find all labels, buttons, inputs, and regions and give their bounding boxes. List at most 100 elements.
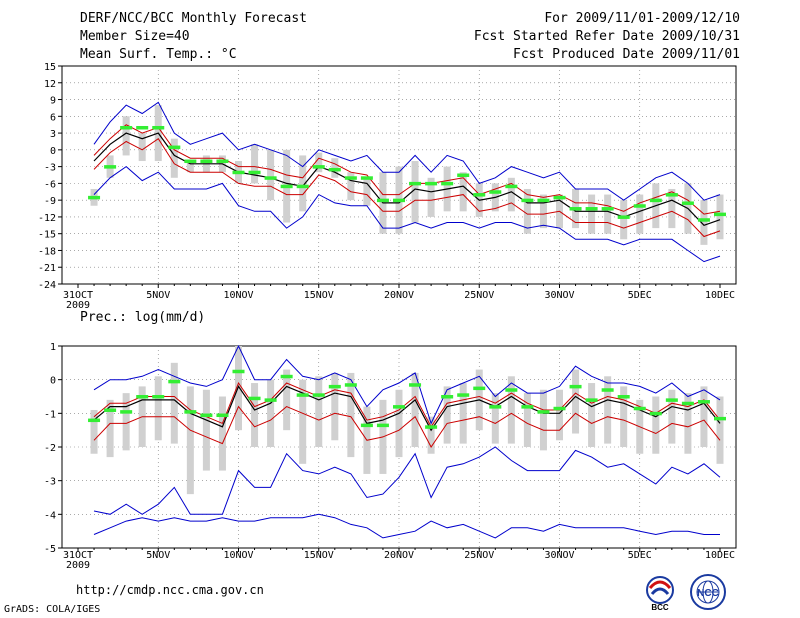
x-year-label: 2009 [66,300,90,311]
y-tick-label: -5 [44,544,56,555]
series-line-upper [93,124,721,215]
observation-marker [714,212,726,217]
x-tick-label: 15NOV [304,550,334,561]
range-bar [636,194,644,234]
observation-marker [200,159,213,164]
observation-marker [569,384,582,389]
observation-marker [88,195,101,200]
range-bar [620,200,628,240]
observation-marker [344,383,357,387]
range-bar [523,393,531,447]
observation-marker [569,207,582,211]
observation-marker [457,173,470,177]
observation-marker [697,400,710,404]
observation-marker [505,388,518,392]
observation-marker [505,184,518,189]
observation-marker [553,406,566,411]
y-tick-label: 0 [50,376,56,387]
range-bar [716,194,724,240]
forecast-produced-date-label: Fcst Produced Date 2009/11/01 [513,47,740,62]
range-bar [652,396,660,454]
observation-marker [232,369,245,374]
range-bar [202,389,210,471]
observation-marker [665,398,678,402]
x-tick-label: 10DEC [705,290,735,301]
ncc-logo: NCC [690,574,726,610]
observation-marker [457,393,470,397]
precipitation-panel-title: Prec.: log(mm/d) [80,310,205,325]
range-bar [122,116,130,156]
observation-marker [184,410,197,414]
observation-marker [489,190,502,194]
x-tick-label: 10NOV [223,550,253,561]
range-bar [684,393,692,454]
y-tick-label: -2 [44,443,56,454]
range-bar [411,372,419,447]
x-tick-label: 5DEC [628,550,652,561]
range-bar [507,177,515,212]
observation-marker [601,207,614,211]
observation-marker [312,165,325,169]
observation-marker [393,198,405,203]
observation-marker [409,181,422,186]
observation-marker [312,393,325,397]
range-bar [411,161,419,223]
observation-marker [296,393,309,397]
range-bar [315,152,323,173]
observation-marker [184,159,197,164]
source-url[interactable]: http://cmdp.ncc.cma.gov.cn [76,583,264,597]
range-bar [251,383,259,447]
range-bar [283,369,291,431]
range-bar [186,161,194,173]
series-line-min [93,165,721,263]
series-line-mean [93,385,721,432]
y-tick-label: -4 [44,510,56,521]
observation-marker [681,201,694,205]
y-tick-label: -6 [44,179,56,190]
x-tick-label: 25NOV [464,290,494,301]
observation-marker [360,423,373,428]
x-tick-label: 25NOV [464,550,494,561]
range-bar [427,416,435,454]
observation-marker [296,184,309,189]
range-bar [700,200,708,245]
range-bar [138,133,146,162]
range-bar [347,372,355,458]
series-line-max [93,101,721,201]
observation-marker [537,198,550,203]
observation-marker [649,411,662,416]
observation-marker [617,395,630,399]
range-bar [459,172,467,212]
range-bar [251,144,259,184]
range-bar [170,138,178,178]
x-tick-label: 10DEC [705,550,735,561]
observation-marker [393,405,405,409]
range-bar [186,386,194,495]
y-tick-label: -3 [44,477,56,488]
temperature-panel-title: Mean Surf. Temp.: °C [80,47,237,62]
y-tick-label: 0 [50,146,56,157]
range-bar [218,396,226,471]
range-bar [443,386,451,444]
y-tick-label: -12 [38,213,56,224]
observation-marker [473,386,486,391]
x-tick-label: 31OCT [63,550,93,561]
observation-marker [264,176,277,180]
range-bar [539,389,547,451]
observation-marker [248,396,261,401]
observation-marker [585,207,598,211]
observation-marker [360,176,373,180]
x-tick-label: 15NOV [304,290,334,301]
observation-marker [88,418,101,423]
chart-panel-0: 15 12 9 6 3 0 -3 -6 -9 -12 -15 -18 -21 -24 31OCT 5NOV 10… [38,62,737,311]
range-bar [716,396,724,464]
bcc-logo: BCC [646,576,674,612]
x-tick-label: 5DEC [628,290,652,301]
observation-marker [521,405,534,409]
range-bar [588,194,596,234]
range-bar [154,376,162,441]
chart-panel-1: 1 0 -1 -2 -3 -4 -5 31OCT 5NOV 10NOV 15NOV 20NOV 25NO… [44,342,737,571]
observation-marker [601,388,614,392]
y-tick-label: -15 [38,230,56,241]
